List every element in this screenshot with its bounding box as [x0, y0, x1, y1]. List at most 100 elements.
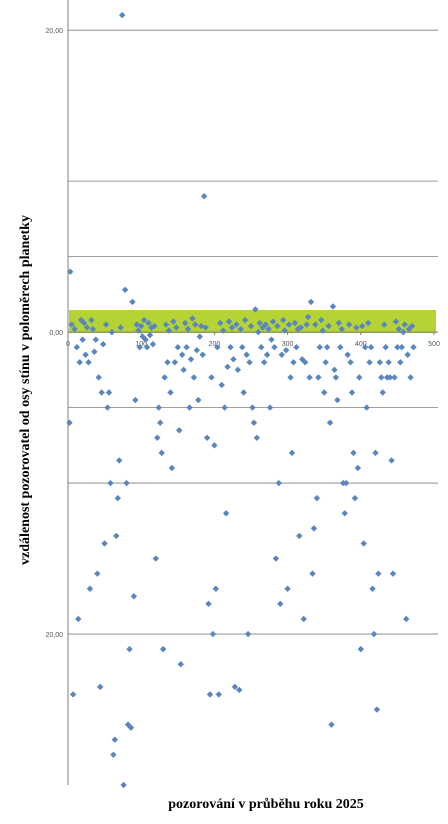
- data-point: [114, 494, 121, 502]
- data-point: [88, 316, 95, 324]
- data-point: [73, 344, 80, 351]
- data-point: [217, 319, 224, 327]
- data-point: [272, 555, 280, 562]
- data-point: [135, 327, 142, 334]
- data-point: [105, 389, 113, 396]
- data-point: [177, 661, 184, 668]
- data-point: [83, 324, 91, 331]
- data-point: [168, 464, 176, 472]
- data-point: [167, 389, 174, 396]
- data-point: [104, 404, 111, 411]
- data-point: [397, 359, 404, 366]
- data-point: [218, 381, 225, 389]
- data-point: [85, 359, 92, 366]
- data-point: [120, 781, 127, 789]
- data-point: [265, 325, 272, 333]
- data-point: [323, 344, 331, 351]
- data-point: [180, 366, 187, 374]
- data-point: [332, 374, 340, 381]
- data-point: [196, 333, 203, 340]
- data-point: [325, 322, 332, 330]
- data-point: [338, 325, 345, 333]
- data-point: [328, 721, 335, 728]
- data-point: [99, 340, 107, 348]
- data-point: [108, 328, 116, 336]
- data-point: [138, 322, 145, 330]
- data-point: [319, 327, 326, 334]
- data-point: [152, 555, 160, 562]
- data-point: [309, 570, 316, 577]
- data-point: [164, 359, 171, 366]
- data-point: [354, 464, 362, 472]
- data-point: [258, 344, 265, 351]
- data-point: [157, 419, 164, 426]
- data-point: [66, 419, 73, 426]
- data-point: [329, 303, 337, 310]
- data-point: [129, 298, 136, 306]
- data-point: [400, 328, 407, 336]
- data-point: [193, 347, 201, 354]
- data-point: [296, 532, 303, 540]
- data-point: [410, 344, 417, 351]
- data-point: [117, 324, 124, 331]
- data-point: [158, 449, 165, 457]
- data-point: [203, 434, 211, 441]
- data-point: [243, 351, 250, 358]
- data-point: [143, 344, 151, 351]
- data-point: [321, 389, 328, 396]
- data-point: [202, 324, 209, 331]
- data-point: [76, 359, 83, 366]
- data-point: [225, 318, 233, 325]
- data-point: [376, 359, 384, 366]
- data-point: [291, 319, 299, 327]
- data-point: [255, 328, 262, 336]
- data-point: [227, 344, 234, 351]
- data-point: [388, 457, 395, 464]
- data-point: [79, 336, 86, 343]
- data-point: [91, 348, 98, 355]
- data-point: [304, 313, 312, 321]
- data-point: [360, 540, 367, 547]
- data-point: [344, 351, 351, 358]
- data-point: [271, 344, 278, 351]
- data-point: [284, 585, 291, 592]
- data-point: [252, 306, 259, 313]
- data-point: [148, 324, 155, 331]
- data-point: [369, 585, 376, 592]
- data-point: [382, 344, 389, 351]
- x-tick-label: 0: [66, 341, 70, 348]
- data-point: [297, 324, 304, 331]
- data-point: [140, 316, 148, 324]
- data-point: [184, 325, 192, 333]
- data-point: [247, 322, 255, 330]
- data-point: [240, 389, 247, 396]
- data-point: [142, 336, 149, 343]
- data-point: [186, 404, 193, 411]
- data-point: [322, 359, 329, 366]
- data-point: [139, 333, 146, 340]
- data-point: [351, 494, 359, 502]
- x-axis-ticks: 0 100 200 300 400 500: [66, 332, 440, 348]
- data-point: [199, 351, 206, 358]
- data-point: [146, 331, 154, 339]
- data-point: [341, 510, 348, 517]
- data-point: [174, 344, 181, 351]
- x-tick-label: 400: [355, 341, 367, 348]
- data-point: [165, 327, 173, 334]
- data-point: [228, 324, 236, 331]
- data-point: [126, 645, 133, 653]
- reference-band: [69, 310, 436, 334]
- data-point: [121, 286, 129, 294]
- data-point: [385, 359, 392, 366]
- data-point: [136, 344, 143, 351]
- data-point: [318, 316, 325, 324]
- data-point: [110, 751, 117, 759]
- data-point: [214, 344, 221, 351]
- data-point: [183, 344, 190, 351]
- data-point: [288, 449, 296, 457]
- data-point: [97, 683, 104, 691]
- x-tick-label: 500: [428, 341, 440, 348]
- data-point: [237, 325, 244, 333]
- data-point: [246, 359, 253, 366]
